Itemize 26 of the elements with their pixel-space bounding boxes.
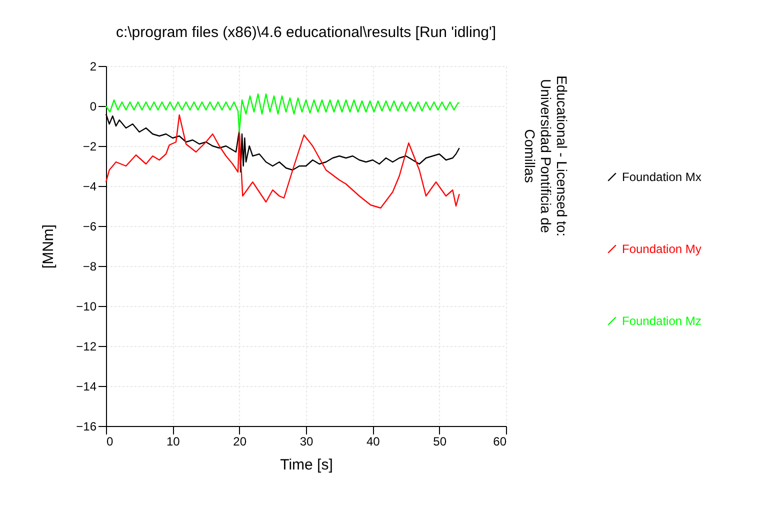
x-tick-label: 10 — [166, 434, 180, 448]
y-tick-label: −10 — [76, 300, 97, 314]
y-tick-label: −12 — [76, 340, 97, 354]
x-tick-label: 50 — [433, 434, 447, 448]
y-tick-label: −4 — [82, 180, 97, 194]
y-tick-label: −2 — [82, 140, 97, 154]
x-tick-label: 30 — [300, 434, 314, 448]
y-tick-label: −6 — [82, 220, 97, 234]
legend-label: Foundation Mz — [622, 314, 702, 328]
y-axis-title: [MNm] — [40, 224, 58, 269]
x-tick-label: 0 — [106, 434, 114, 448]
line-series — [105, 114, 460, 209]
x-tick-label: 40 — [366, 434, 380, 448]
line-series — [105, 93, 460, 133]
x-tick-label: 60 — [493, 434, 507, 448]
y-tick-label: −16 — [76, 420, 97, 434]
y-tick-label: 2 — [90, 60, 97, 74]
legend-label: Foundation Mx — [622, 170, 702, 184]
y-tick-label: −8 — [82, 260, 97, 274]
x-tick-label: 20 — [233, 434, 247, 448]
legend-label: Foundation My — [622, 242, 702, 256]
x-axis-title: Time [s] — [280, 456, 333, 474]
chart-title: c:\program files (x86)\4.6 educational\results [Run 'idling'] — [116, 24, 496, 41]
y-tick-label: −14 — [76, 380, 97, 394]
text: Educational - Licensed to: Universidad Pontificia de Comillas — [522, 75, 570, 237]
y-tick-label: 0 — [90, 100, 97, 114]
